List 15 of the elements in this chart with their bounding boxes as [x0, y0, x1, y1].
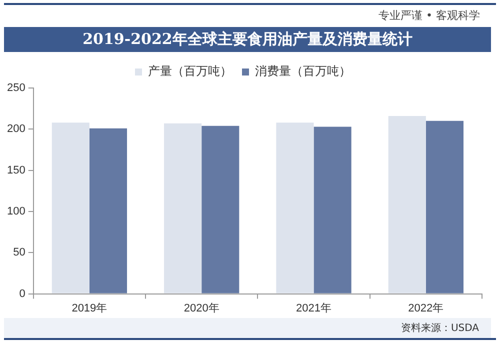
y-tick-label: 0 — [19, 288, 26, 300]
text: 资料来源：USDA — [400, 322, 479, 335]
x-tick-label: 2021年 — [296, 302, 332, 314]
y-tick-label: 250 — [6, 82, 26, 94]
x-tick-label: 2022年 — [408, 302, 444, 314]
y-tick-label: 150 — [6, 164, 26, 176]
y-tick-label: 200 — [6, 123, 26, 136]
chart-subtitle: 专业严谨 • 客观科学 — [378, 8, 480, 23]
legend-label: 产量（百万吨） — [148, 64, 232, 78]
x-tick-label: 2019年 — [72, 302, 108, 314]
y-tick-label: 50 — [13, 246, 26, 259]
x-tick-label: 2020年 — [184, 302, 220, 314]
chart-title: 2019-2022年全球主要食用油产量及消费量统计 — [4, 27, 491, 52]
legend-label: 消费量（百万吨） — [255, 64, 351, 78]
y-tick-label: 100 — [6, 206, 26, 218]
